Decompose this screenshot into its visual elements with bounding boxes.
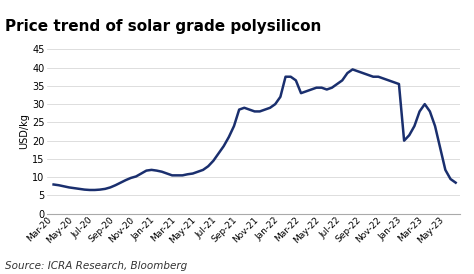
Text: Source: ICRA Research, Bloomberg: Source: ICRA Research, Bloomberg <box>5 261 187 271</box>
Y-axis label: USD/kg: USD/kg <box>19 114 29 149</box>
Text: Price trend of solar grade polysilicon: Price trend of solar grade polysilicon <box>5 19 321 34</box>
